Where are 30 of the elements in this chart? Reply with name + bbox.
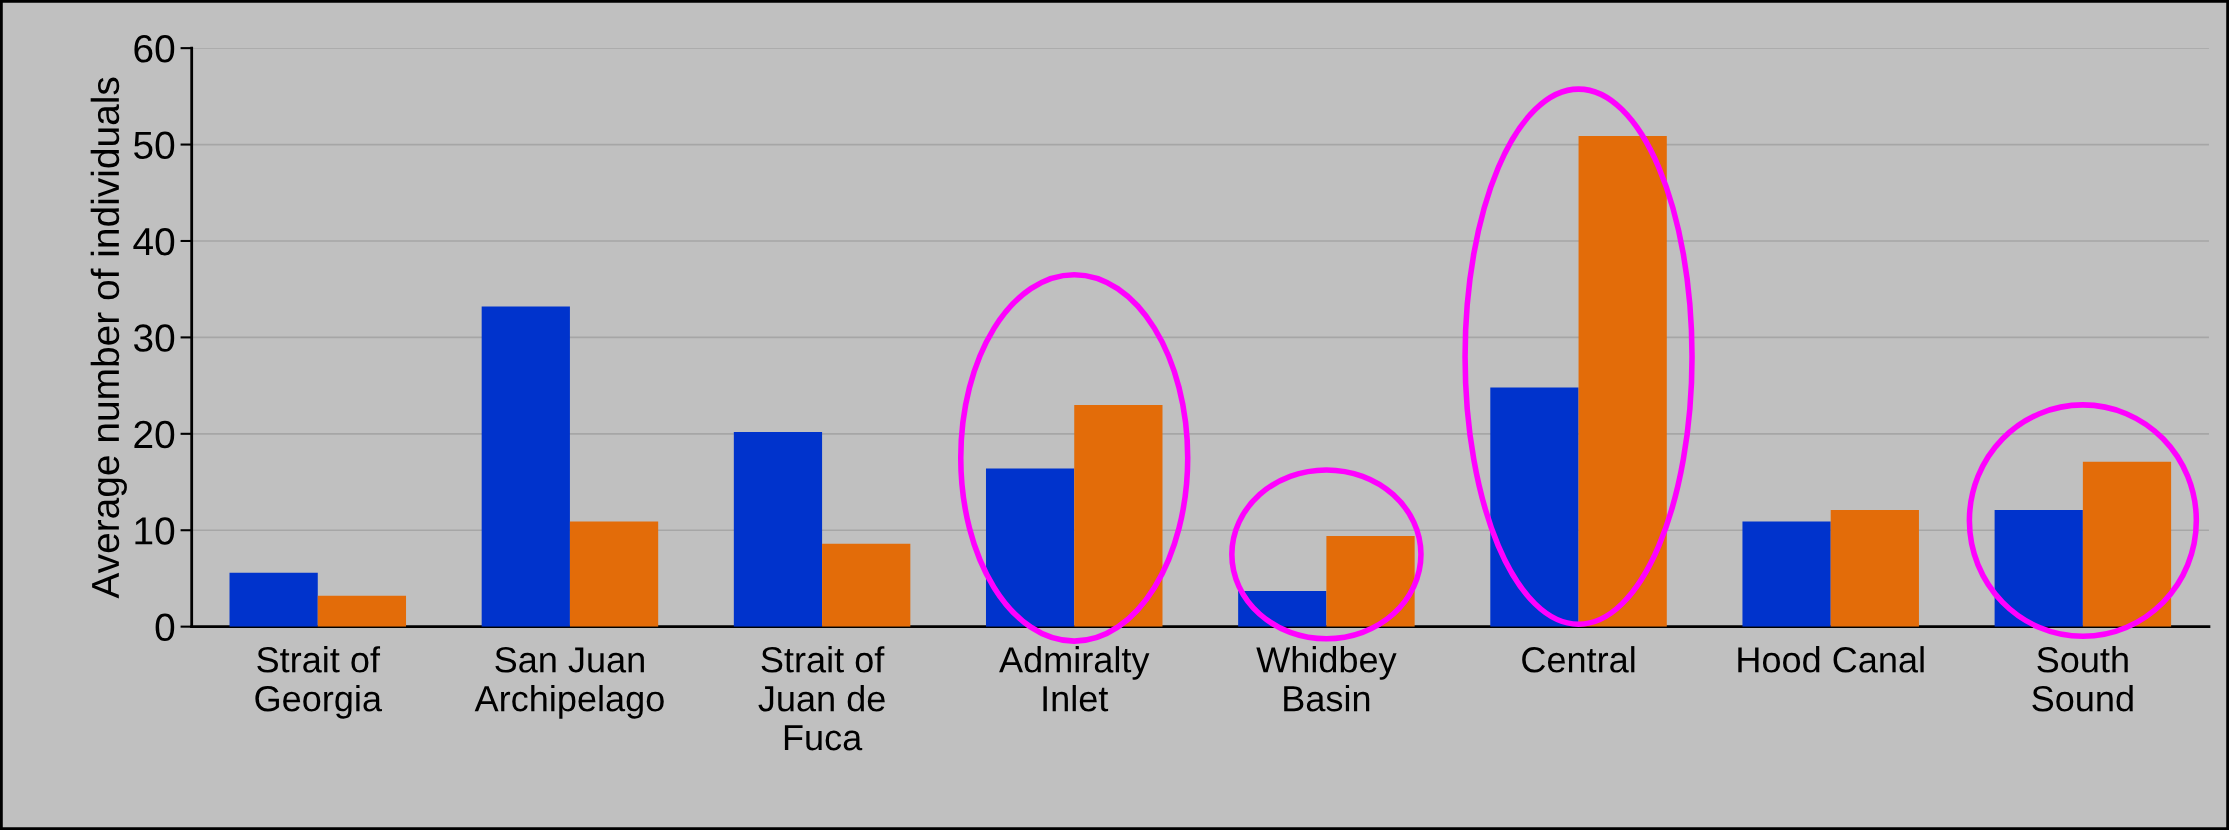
x-tick-label: Central xyxy=(1522,646,1635,673)
y-tick-label: 10 xyxy=(135,517,175,545)
y-tick-label: 50 xyxy=(134,131,175,160)
bar xyxy=(1326,536,1415,627)
x-tick-label: Strait of Juan de Fuca xyxy=(758,646,885,751)
bar xyxy=(1742,521,1831,627)
bar xyxy=(985,468,1075,627)
bar xyxy=(229,572,318,627)
bar xyxy=(2082,461,2172,627)
y-tick-label: 60 xyxy=(134,35,175,63)
bar xyxy=(1490,387,1579,627)
x-tick-label: Whidbey Basin xyxy=(1256,646,1397,712)
bar xyxy=(822,543,911,627)
y-tick-label: 30 xyxy=(133,324,175,352)
y-tick-label: 20 xyxy=(134,420,175,449)
bar xyxy=(733,431,823,627)
x-tick-label: Hood Canal xyxy=(1738,646,1924,673)
x-tick-label: Strait of Georgia xyxy=(255,646,383,719)
x-tick-label: San Juan Archipelago xyxy=(474,647,664,719)
x-tick-label: South Sound xyxy=(2032,646,2133,712)
y-tick-label: 40 xyxy=(133,227,175,256)
bar xyxy=(317,595,407,627)
x-tick-label: Admiralty Inlet xyxy=(999,646,1150,712)
bar xyxy=(1830,509,1919,627)
bar xyxy=(1074,404,1163,627)
bar xyxy=(1994,509,2083,627)
bar xyxy=(481,306,570,627)
y-tick-label: 0 xyxy=(155,613,175,642)
y-axis-title: Average number of individuals xyxy=(90,77,127,599)
bar xyxy=(569,521,659,627)
